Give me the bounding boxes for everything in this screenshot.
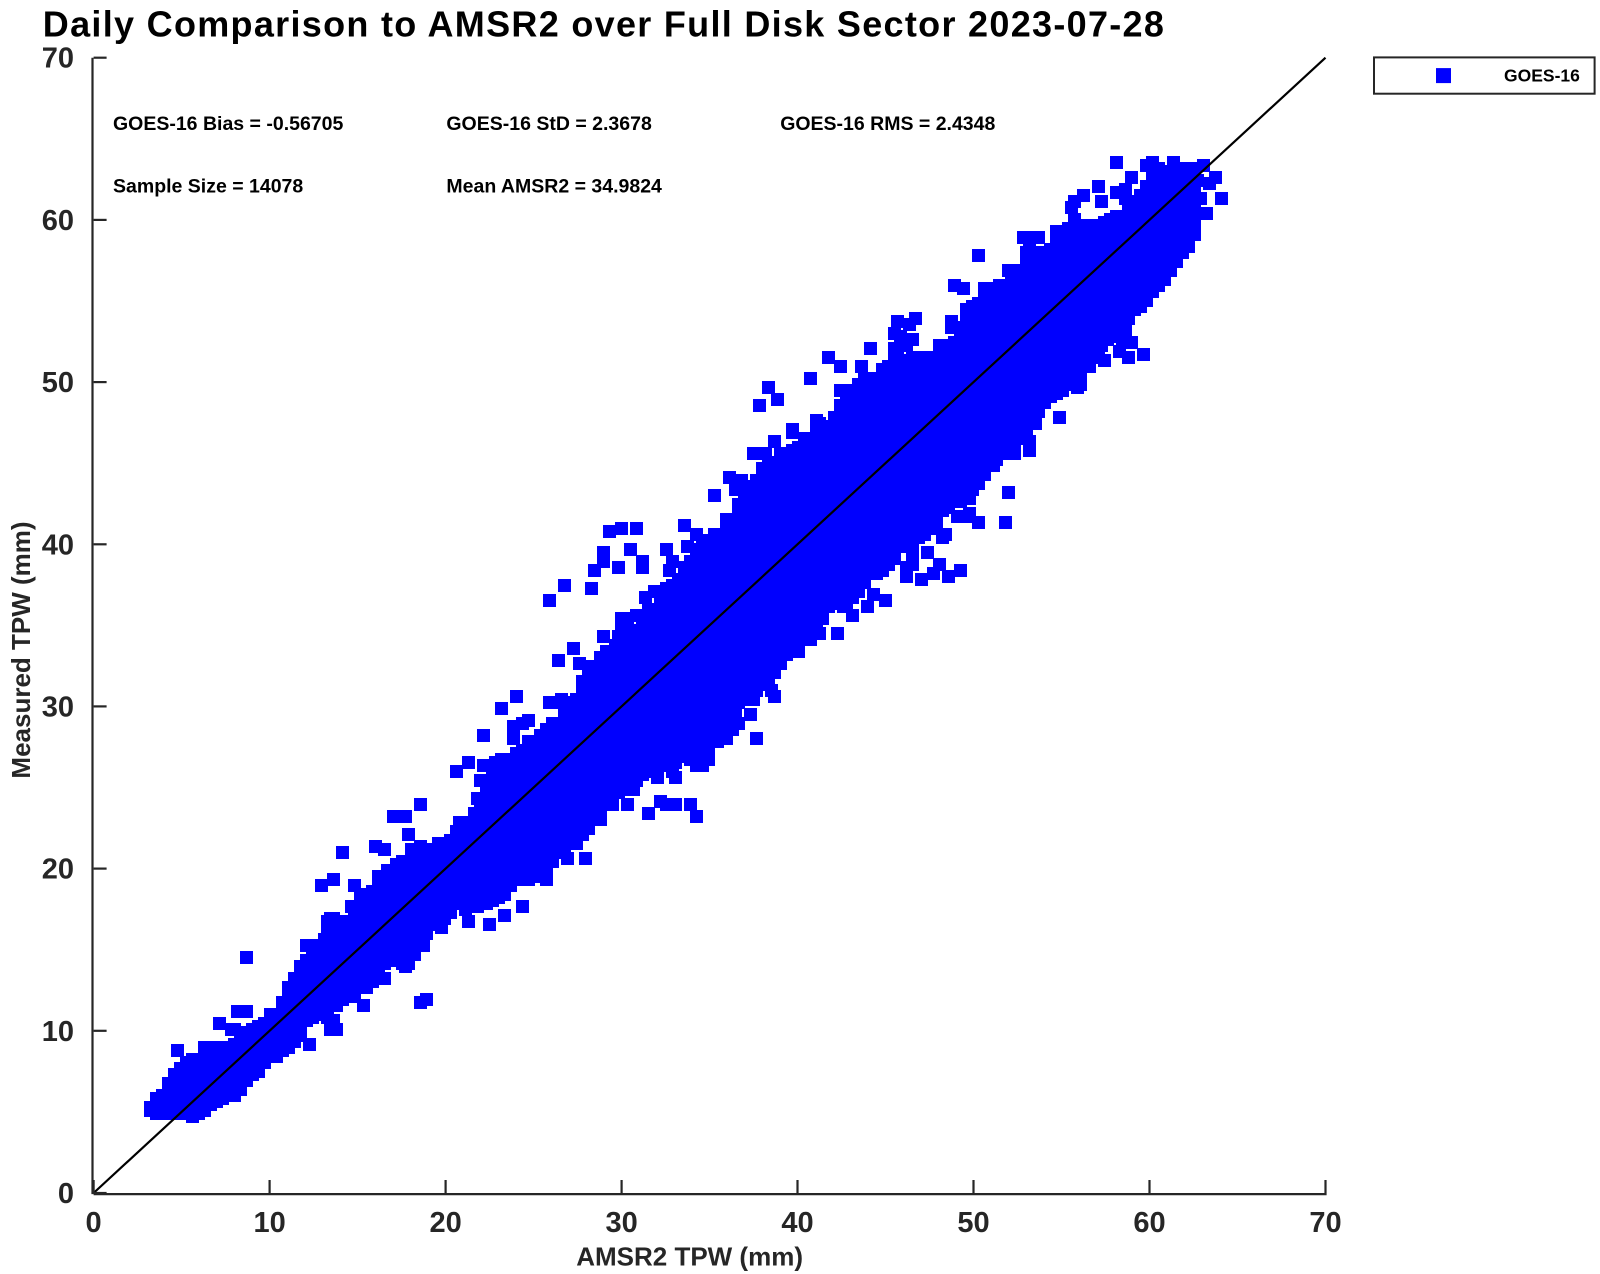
svg-text:10: 10 xyxy=(253,1207,285,1239)
svg-text:GOES-16: GOES-16 xyxy=(1504,65,1580,85)
svg-text:30: 30 xyxy=(42,691,74,723)
svg-text:50: 50 xyxy=(957,1207,989,1239)
svg-text:40: 40 xyxy=(42,529,74,561)
svg-text:60: 60 xyxy=(42,205,74,237)
svg-text:10: 10 xyxy=(42,1016,74,1048)
svg-text:GOES-16 RMS = 2.4348: GOES-16 RMS = 2.4348 xyxy=(780,113,995,135)
svg-text:30: 30 xyxy=(605,1207,637,1239)
svg-text:Mean AMSR2 = 34.9824: Mean AMSR2 = 34.9824 xyxy=(446,175,662,197)
svg-text:40: 40 xyxy=(781,1207,813,1239)
svg-text:70: 70 xyxy=(42,43,74,75)
svg-text:Measured TPW (mm): Measured TPW (mm) xyxy=(6,521,36,778)
svg-text:0: 0 xyxy=(86,1207,102,1239)
svg-text:GOES-16 StD = 2.3678: GOES-16 StD = 2.3678 xyxy=(446,113,652,135)
svg-text:70: 70 xyxy=(1309,1207,1341,1239)
svg-text:Daily Comparison to AMSR2 over: Daily Comparison to AMSR2 over Full Disk… xyxy=(43,4,1165,45)
svg-text:GOES-16 Bias = -0.56705: GOES-16 Bias = -0.56705 xyxy=(113,113,343,135)
svg-text:20: 20 xyxy=(42,854,74,886)
svg-text:0: 0 xyxy=(58,1178,74,1210)
svg-text:50: 50 xyxy=(42,367,74,399)
svg-text:60: 60 xyxy=(1133,1207,1165,1239)
svg-text:AMSR2 TPW (mm): AMSR2 TPW (mm) xyxy=(576,1242,803,1272)
svg-text:Sample Size = 14078: Sample Size = 14078 xyxy=(113,175,303,197)
svg-text:20: 20 xyxy=(429,1207,461,1239)
